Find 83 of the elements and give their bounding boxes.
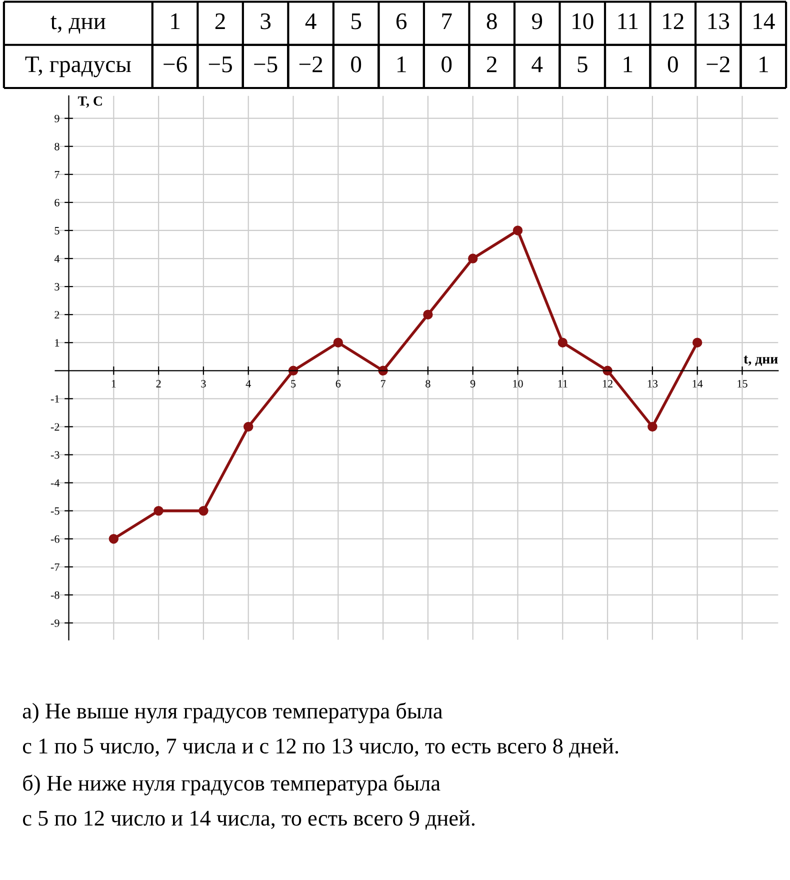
point — [244, 422, 254, 432]
x-tick-label: 7 — [381, 380, 386, 388]
x-tick-label: 9 — [532, 13, 542, 30]
y-tick-label: -4 — [50, 479, 60, 487]
data-label: −2 — [706, 56, 730, 72]
y-tick-label: 9 — [54, 114, 60, 122]
y-tick-label: -2 — [50, 423, 60, 431]
point — [378, 366, 388, 376]
x-tick-label: 3 — [201, 380, 206, 388]
y-tick-label: 4 — [54, 255, 60, 262]
x-tick-label: 10 — [513, 380, 523, 388]
data-label: −6 — [164, 56, 187, 72]
point — [198, 506, 208, 516]
y-tick-label: 6 — [54, 198, 60, 206]
text: с 5 по 12 число и 14 числа, то есть всего 9 дней. — [22, 810, 475, 830]
data-label: 1 — [398, 56, 406, 72]
y-tick-label: 5 — [54, 227, 60, 234]
x-tick-label: 7 — [442, 14, 452, 29]
data-label: 0 — [442, 56, 452, 72]
data-label: 0 — [351, 56, 362, 72]
x-tick-label: 2 — [215, 13, 225, 29]
data-label: 5 — [578, 56, 588, 72]
x-tick-label: 15 — [738, 380, 748, 388]
y-tick-label: -3 — [50, 451, 60, 459]
x-tick-label: 1 — [112, 380, 116, 388]
x-tick-label: 12 — [663, 13, 684, 29]
x-tick-label: 13 — [708, 13, 730, 30]
point — [154, 506, 164, 516]
y-tick-label: -1 — [50, 395, 60, 403]
point — [108, 534, 119, 544]
data-label: 1 — [624, 56, 632, 72]
x-tick-label: 6 — [396, 13, 407, 30]
x-tick-label: 2 — [156, 380, 161, 388]
x-tick-label: 6 — [336, 380, 341, 388]
data-label: −5 — [208, 56, 232, 72]
point — [692, 338, 702, 348]
text: с 1 по 5 число, 7 числа и с 12 по 13 число, то есть всего 8 дней. — [22, 738, 618, 758]
x-tick-label: 3 — [260, 13, 271, 30]
data-label: 0 — [668, 56, 678, 72]
point — [468, 254, 478, 264]
point — [512, 226, 523, 236]
y-tick-label: 2 — [54, 311, 60, 318]
x-axis-title: t, дни — [744, 356, 778, 366]
x-tick-label: 11 — [558, 380, 568, 388]
y-tick-label: -5 — [50, 507, 60, 515]
point — [602, 366, 612, 376]
x-tick-label: 1 — [171, 13, 180, 29]
y-tick-label: 1 — [55, 339, 60, 346]
x-tick-label: 8 — [426, 380, 430, 388]
x-tick-label: 12 — [602, 380, 612, 388]
x-tick-label: 8 — [486, 13, 497, 30]
point — [423, 310, 433, 320]
x-tick-label: 4 — [246, 380, 251, 388]
data-label: −2 — [299, 56, 322, 72]
x-tick-label: 5 — [291, 380, 296, 388]
point — [648, 422, 658, 432]
text: а) Не выше нуля градусов температура была — [22, 702, 442, 724]
y-tick-label: -8 — [50, 591, 60, 599]
x-tick-label: 14 — [754, 13, 775, 29]
text: б) Не ниже нуля градусов температура была — [23, 774, 440, 796]
point — [288, 366, 298, 376]
y-tick-label: 3 — [54, 283, 60, 291]
point — [558, 338, 568, 348]
data-label: 1 — [760, 56, 768, 72]
x-tick-label: 5 — [352, 14, 362, 30]
y-tick-label: -7 — [50, 563, 60, 571]
y-tick-label: -6 — [50, 535, 60, 543]
x-tick-label: 4 — [305, 13, 316, 29]
x-tick-label: 14 — [692, 380, 703, 388]
y-axis-title: T, C — [78, 96, 102, 108]
y-tick-label: -9 — [50, 619, 60, 627]
x-axis-title: t, дни — [50, 16, 106, 34]
x-tick-label: 9 — [470, 380, 476, 388]
data-label: −5 — [254, 56, 278, 72]
x-tick-label: 13 — [648, 380, 658, 388]
x-tick-label: 10 — [572, 13, 594, 30]
y-tick-label: T, градусы — [25, 56, 131, 78]
data-label: 2 — [486, 56, 496, 72]
y-tick-label: 7 — [54, 170, 60, 178]
data-label: 4 — [532, 56, 543, 72]
x-tick-label: 11 — [618, 13, 638, 29]
y-tick-label: 8 — [54, 142, 60, 150]
point — [333, 338, 344, 348]
